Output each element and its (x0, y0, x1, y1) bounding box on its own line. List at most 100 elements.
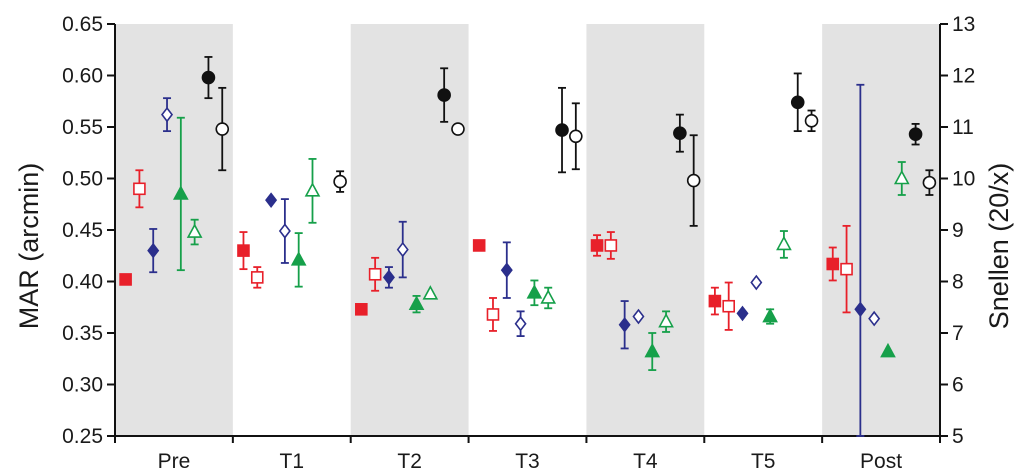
point-circle-filled (908, 127, 923, 142)
y-tick-label-left: 0.45 (62, 219, 103, 242)
point-circle-open (333, 174, 347, 189)
point-square-open (840, 262, 853, 276)
series-square-filled (119, 231, 840, 316)
category-label-t2: T2 (397, 450, 422, 472)
point-triangle-open (304, 182, 321, 197)
point-triangle-filled (880, 342, 896, 358)
axes (114, 24, 941, 443)
point-square-open (486, 308, 500, 321)
shaded-bands (115, 24, 940, 436)
y-tick-label-left: 0.60 (62, 65, 103, 88)
category-label-post: Post (860, 450, 902, 472)
point-diamond-open (868, 310, 881, 327)
point-diamond-open (396, 241, 409, 258)
point-triangle-filled (762, 307, 778, 323)
right-axis-ticks: 5 6 7 8 9 10 11 12 13 (940, 13, 975, 448)
series-circle-open (215, 86, 937, 227)
y-tick-label-right: 6 (952, 374, 964, 397)
point-diamond-open (278, 223, 291, 239)
series-triangle-filled (172, 116, 896, 371)
point-circle-open (922, 175, 937, 190)
shaded-band-post (822, 24, 940, 436)
point-circle-filled (201, 70, 216, 85)
shaded-band-pre (115, 24, 233, 436)
series-diamond-filled (147, 83, 867, 437)
point-circle-filled (790, 95, 805, 110)
point-square-filled (708, 294, 722, 308)
point-triangle-open (893, 169, 910, 185)
point-square-open (368, 267, 382, 281)
point-square-filled (826, 257, 840, 271)
point-square-filled (472, 239, 486, 252)
point-diamond-filled (382, 269, 395, 286)
point-diamond-open (632, 308, 645, 325)
point-circle-filled (555, 123, 569, 137)
y-tick-label-left: 0.50 (62, 168, 103, 191)
point-diamond-filled (618, 316, 631, 333)
point-square-open (722, 299, 735, 313)
point-circle-open (686, 173, 701, 188)
y-tick-label-right: 13 (952, 13, 975, 36)
y-tick-label-left: 0.30 (62, 374, 103, 397)
point-triangle-filled (408, 295, 425, 310)
point-diamond-filled (147, 242, 160, 259)
point-circle-open (804, 114, 819, 128)
y-tick-label-left: 0.35 (62, 322, 103, 345)
point-square-filled (590, 239, 604, 252)
point-triangle-filled (290, 251, 307, 266)
point-circle-open (451, 122, 465, 136)
category-label-t5: T5 (751, 450, 776, 472)
point-diamond-open (514, 315, 527, 332)
point-diamond-filled (500, 262, 513, 278)
y-tick-label-right: 12 (952, 65, 975, 88)
point-triangle-open (540, 289, 557, 304)
y-tick-label-left: 0.55 (62, 116, 103, 139)
series-square-open (133, 169, 853, 332)
point-square-filled (237, 244, 250, 257)
point-triangle-open (186, 223, 203, 238)
series-circle-filled (201, 56, 923, 174)
y-tick-label-right: 5 (952, 425, 964, 448)
point-circle-filled (437, 88, 451, 102)
y-tick-label-right: 8 (952, 271, 964, 294)
shaded-band-t4 (586, 24, 705, 436)
category-label-t1: T1 (280, 450, 305, 472)
y-tick-label-left: 0.40 (62, 271, 103, 294)
category-label-pre: Pre (158, 450, 191, 472)
y-tick-label-right: 11 (952, 116, 974, 139)
point-square-filled (355, 303, 368, 316)
point-triangle-open (776, 235, 792, 251)
point-square-filled (119, 273, 132, 286)
point-diamond-filled (265, 192, 278, 208)
point-triangle-open (422, 285, 439, 300)
y-tick-label-right: 7 (952, 322, 964, 345)
y-axis-title-right: Snellen (20/x) (984, 163, 1014, 330)
point-circle-open (215, 122, 230, 136)
point-diamond-filled (736, 305, 749, 322)
point-triangle-filled (172, 185, 189, 200)
point-circle-filled (673, 126, 687, 140)
point-triangle-filled (526, 284, 543, 299)
point-diamond-open (161, 106, 174, 123)
shaded-band-t2 (350, 24, 469, 436)
point-diamond-open (750, 274, 763, 291)
data-points (119, 56, 937, 437)
series-triangle-open (186, 158, 910, 333)
category-label-t4: T4 (633, 450, 658, 472)
y-tick-label-right: 10 (952, 168, 975, 191)
left-axis-ticks: 0.25 0.30 0.35 0.40 0.45 0.50 0.55 0.60 0.65 (62, 13, 115, 448)
y-axis-title-left: MAR (arcmin) (14, 163, 44, 330)
point-triangle-filled (644, 342, 661, 358)
category-label-t3: T3 (515, 450, 540, 472)
point-diamond-filled (854, 301, 867, 318)
point-circle-open (569, 129, 583, 144)
y-tick-label-left: 0.25 (62, 425, 103, 448)
point-square-open (604, 239, 618, 252)
point-square-open (133, 182, 146, 196)
category-labels: Pre T1 T2 T3 T4 T5 Post (158, 450, 903, 472)
y-tick-label-left: 0.65 (62, 13, 103, 36)
series-diamond-open (161, 97, 881, 337)
y-tick-label-right: 9 (952, 219, 964, 242)
point-square-open (250, 271, 264, 284)
